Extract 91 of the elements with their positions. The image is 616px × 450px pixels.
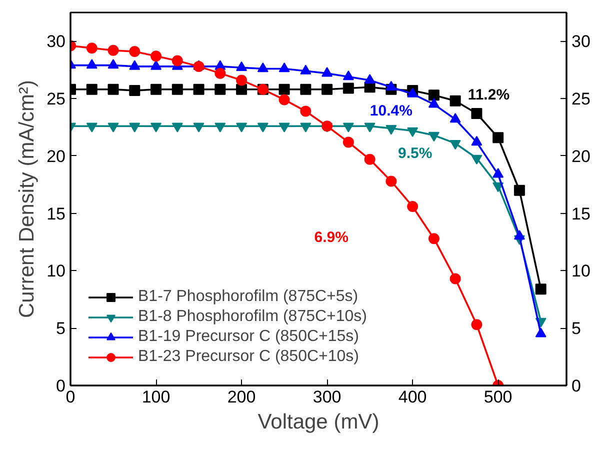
point [278,84,290,95]
point [86,122,98,132]
annotation: 11.2% [468,86,510,104]
point [407,88,418,98]
y-tick-label: 25 [46,90,66,109]
point [322,84,333,95]
point [342,122,354,132]
y-tick-label: 15 [46,204,66,224]
annotation: 6.9% [314,228,348,246]
point [342,70,354,80]
point [214,84,226,95]
point [300,106,312,117]
point [236,74,248,86]
point [214,68,226,79]
point [407,200,418,212]
point [322,67,333,77]
point [428,90,440,101]
point [300,122,312,132]
point [407,127,418,137]
point [236,61,248,71]
x-tick-label: 300 [312,388,342,406]
legend-label: B1-23 Precursor C (850C+10s) [138,348,359,366]
point [278,62,290,72]
point [86,84,98,95]
point [236,122,248,132]
point [450,140,461,150]
point [86,59,98,69]
x-tick-label: 500 [484,388,512,406]
point [535,284,546,295]
x-tick-label: 200 [227,388,256,406]
point [342,136,354,148]
point [108,59,119,69]
x-tick-label: 400 [398,388,427,406]
point [471,108,482,119]
point [278,94,290,106]
point [129,46,140,58]
y2-tick-label: 25 [572,90,590,109]
x-axis-title: Voltage (mV) [258,410,380,434]
point [386,176,397,187]
point [172,122,183,132]
point [193,84,204,95]
point [471,154,482,165]
y2-tick-label: 5 [572,319,581,338]
point [108,122,119,132]
legend-label: B1-7 Phosphorofilm (875C+5s) [138,288,358,306]
point [428,98,440,108]
y2-tick-label: 20 [572,146,590,166]
point [214,122,226,132]
legend-label: B1-19 Precursor C (850C+15s) [138,328,359,346]
point [150,60,162,70]
point [86,42,98,54]
point [386,125,397,135]
y2-tick-label: 10 [572,262,590,281]
point [386,80,397,90]
point [257,122,268,132]
point [129,85,140,96]
y2-tick-label: 30 [572,32,590,52]
annotation: 9.5% [398,145,432,162]
legend-label: B1-8 Phosphorofilm (875C+10s) [138,308,368,326]
point [172,84,183,95]
point [428,233,440,244]
x-tick-label: 100 [142,388,170,406]
point [364,74,376,84]
y2-tick-label: 15 [572,204,590,224]
y-tick-label: 5 [56,319,66,338]
point [450,95,461,106]
point [236,84,248,95]
y-tick-label: 10 [46,262,66,281]
point [150,122,162,132]
point [342,82,354,94]
point [129,122,140,132]
point [193,122,204,132]
point [514,184,525,196]
y-tick-label: 30 [46,32,66,52]
point [300,84,312,95]
point [364,154,376,165]
point [428,132,440,142]
y-tick-label: 20 [46,146,66,166]
annotation: 10.4% [370,102,412,120]
point [257,62,268,72]
point [172,55,183,66]
point [150,84,162,95]
point [364,122,376,132]
point [150,50,162,62]
point [129,60,140,70]
point [492,132,504,144]
point [108,44,119,56]
point [300,64,312,74]
point [278,122,290,132]
point [108,84,119,95]
y-axis-title: Current Density (mA/cm²) [16,80,39,318]
